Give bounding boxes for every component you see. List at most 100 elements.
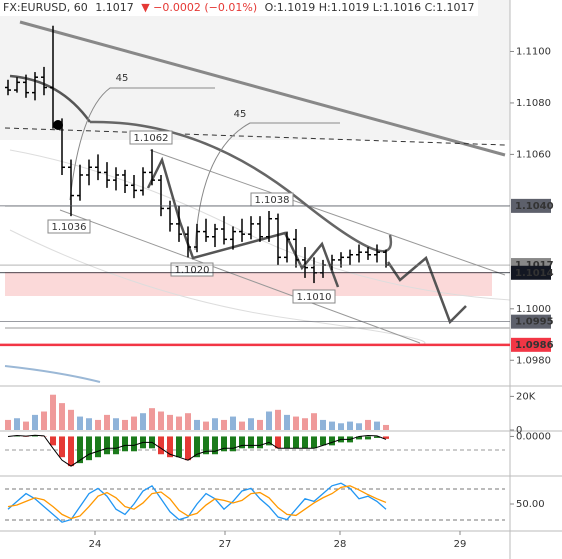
macd-bar (86, 436, 92, 461)
trend-line (19, 20, 506, 157)
macd-bar (131, 436, 137, 452)
price-label: 1.1017 (515, 260, 554, 271)
y-tick-label: 1.1060 (516, 149, 551, 160)
moving-average (9, 149, 511, 301)
macd-bar (221, 436, 227, 452)
stoch-line (7, 482, 387, 523)
y-tick-label: 0 (516, 425, 522, 436)
annotation: 1.1020 (175, 265, 210, 276)
price-label-bg (511, 337, 551, 352)
macd-bar (32, 435, 38, 437)
ma-curve (9, 74, 92, 123)
volume-bar (77, 416, 83, 430)
volume-bar (158, 411, 164, 430)
macd-bar (383, 436, 389, 439)
channel-line (59, 209, 421, 344)
macd-bar (95, 436, 101, 458)
macd-bar (257, 436, 263, 449)
price-label: 1.1014 (515, 268, 554, 279)
volume-bar (311, 413, 317, 430)
volume-bar (320, 419, 326, 430)
price-label: 1.1040 (515, 201, 554, 212)
volume-bar (266, 411, 272, 430)
volume-bar (41, 411, 47, 430)
header-bg (0, 0, 478, 16)
header: FX:EURUSD, 60 1.1017 ▼ −0.0002 (−0.01%) … (3, 1, 474, 14)
moving-average (9, 229, 426, 346)
price-label-bg (511, 265, 551, 280)
macd-bar (212, 436, 218, 455)
zone (5, 272, 492, 296)
macd-bar (194, 436, 200, 458)
y-tick-label: 50.00 (516, 499, 545, 510)
volume-bar (221, 419, 227, 430)
annotation: 1.1010 (297, 292, 332, 303)
volume-bar (23, 421, 29, 430)
shaded-region (0, 0, 510, 140)
volume-bar (86, 418, 92, 430)
volume-bar (275, 409, 281, 430)
volume-bar (284, 414, 290, 430)
channel-line (149, 149, 506, 276)
volume-bar (113, 418, 119, 430)
volume-bar (347, 421, 353, 430)
macd-bar (203, 436, 209, 455)
volume-bar (185, 413, 191, 430)
volume-bar (50, 394, 56, 430)
volume-bar (149, 408, 155, 430)
x-tick-label: 28 (334, 539, 347, 550)
y-tick-label: 0.0000 (516, 431, 551, 442)
x-tick-label: 29 (454, 539, 467, 550)
macd-bar (248, 436, 254, 449)
annotation-box (47, 219, 91, 234)
y-tick-label: 1.1080 (516, 98, 551, 109)
price-label-bg (511, 198, 551, 213)
macd-bar (158, 436, 164, 455)
y-tick-label: 1.0980 (516, 355, 551, 366)
volume-bar (68, 409, 74, 430)
macd-bar (14, 435, 20, 437)
macd-bar (284, 436, 290, 449)
zigzag (146, 156, 340, 288)
volume-bar (176, 416, 182, 430)
macd-bar (113, 436, 119, 455)
macd-bar (68, 436, 74, 467)
volume-bar (257, 419, 263, 430)
change: ▼ −0.0002 (−0.01%) (141, 1, 257, 14)
volume-bar (302, 418, 308, 430)
volume-bar (248, 418, 254, 430)
macd-bar (275, 436, 281, 449)
x-tick-label: 27 (219, 539, 232, 550)
volume-bar (293, 416, 299, 430)
ma-curve (89, 120, 393, 253)
macd-bar (239, 436, 245, 449)
volume-bar (5, 419, 11, 430)
moving-average (4, 365, 101, 383)
macd-bar (176, 436, 182, 458)
y-tick-label: 1.1000 (516, 304, 551, 315)
volume-bar (356, 423, 362, 430)
macd-bar (311, 436, 317, 449)
volume-bar (365, 419, 371, 430)
macd-bar (266, 436, 272, 446)
trend-line (4, 127, 506, 146)
annotation: 45 (234, 109, 247, 120)
annotation: 1.1038 (255, 195, 290, 206)
volume-bar (122, 419, 128, 430)
macd-bar (59, 436, 65, 458)
volume-bar (329, 421, 335, 430)
macd-bar (77, 436, 83, 464)
volume-bar (167, 414, 173, 430)
macd-bar (365, 436, 371, 440)
x-tick-label: 24 (89, 539, 102, 550)
price-label: 1.0986 (515, 340, 554, 351)
volume-bar (194, 419, 200, 430)
symbol: FX:EURUSD, 60 (3, 1, 88, 14)
annotations: 1.1062 1.1036 1.1020 1.1038 1.1010 45 45 (47, 73, 336, 304)
volume-bar (32, 414, 38, 430)
price-label-bg (511, 314, 551, 329)
annotation: 1.1036 (52, 222, 87, 233)
macd-bar (329, 436, 335, 446)
annotation: 1.1062 (134, 133, 169, 144)
